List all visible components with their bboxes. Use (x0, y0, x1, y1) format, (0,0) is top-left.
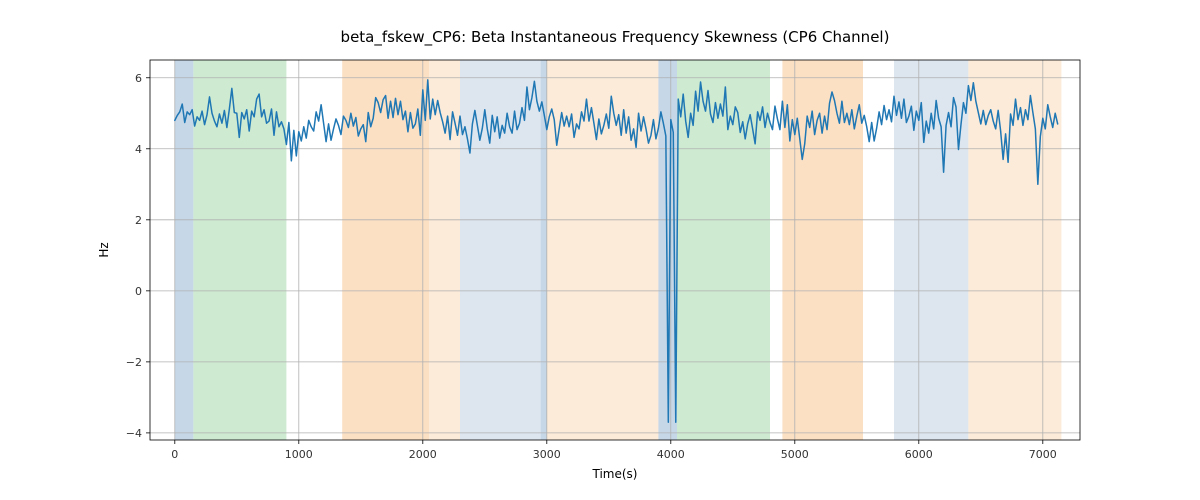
ytick-label: −4 (126, 427, 142, 440)
region-band (460, 60, 541, 440)
xtick-label: 6000 (905, 448, 933, 461)
ytick-label: 2 (135, 214, 142, 227)
xtick-label: 4000 (657, 448, 685, 461)
ytick-label: 6 (135, 72, 142, 85)
ytick-label: 4 (135, 143, 142, 156)
y-axis-label: Hz (97, 242, 111, 257)
region-band (541, 60, 547, 440)
xtick-label: 0 (171, 448, 178, 461)
xtick-label: 5000 (781, 448, 809, 461)
x-axis-label: Time(s) (592, 467, 638, 481)
region-band (429, 60, 460, 440)
ytick-label: 0 (135, 285, 142, 298)
chart-title: beta_fskew_CP6: Beta Instantaneous Frequ… (341, 28, 890, 47)
xtick-label: 2000 (409, 448, 437, 461)
xtick-label: 1000 (285, 448, 313, 461)
xtick-label: 3000 (533, 448, 561, 461)
ytick-label: −2 (126, 356, 142, 369)
xtick-label: 7000 (1029, 448, 1057, 461)
beta-fskew-cp6-chart: 0 1000 2000 3000 4000 5000 6000 7000 −4 −2 0 2 4 6 Tim… (0, 0, 1200, 500)
region-band (547, 60, 659, 440)
